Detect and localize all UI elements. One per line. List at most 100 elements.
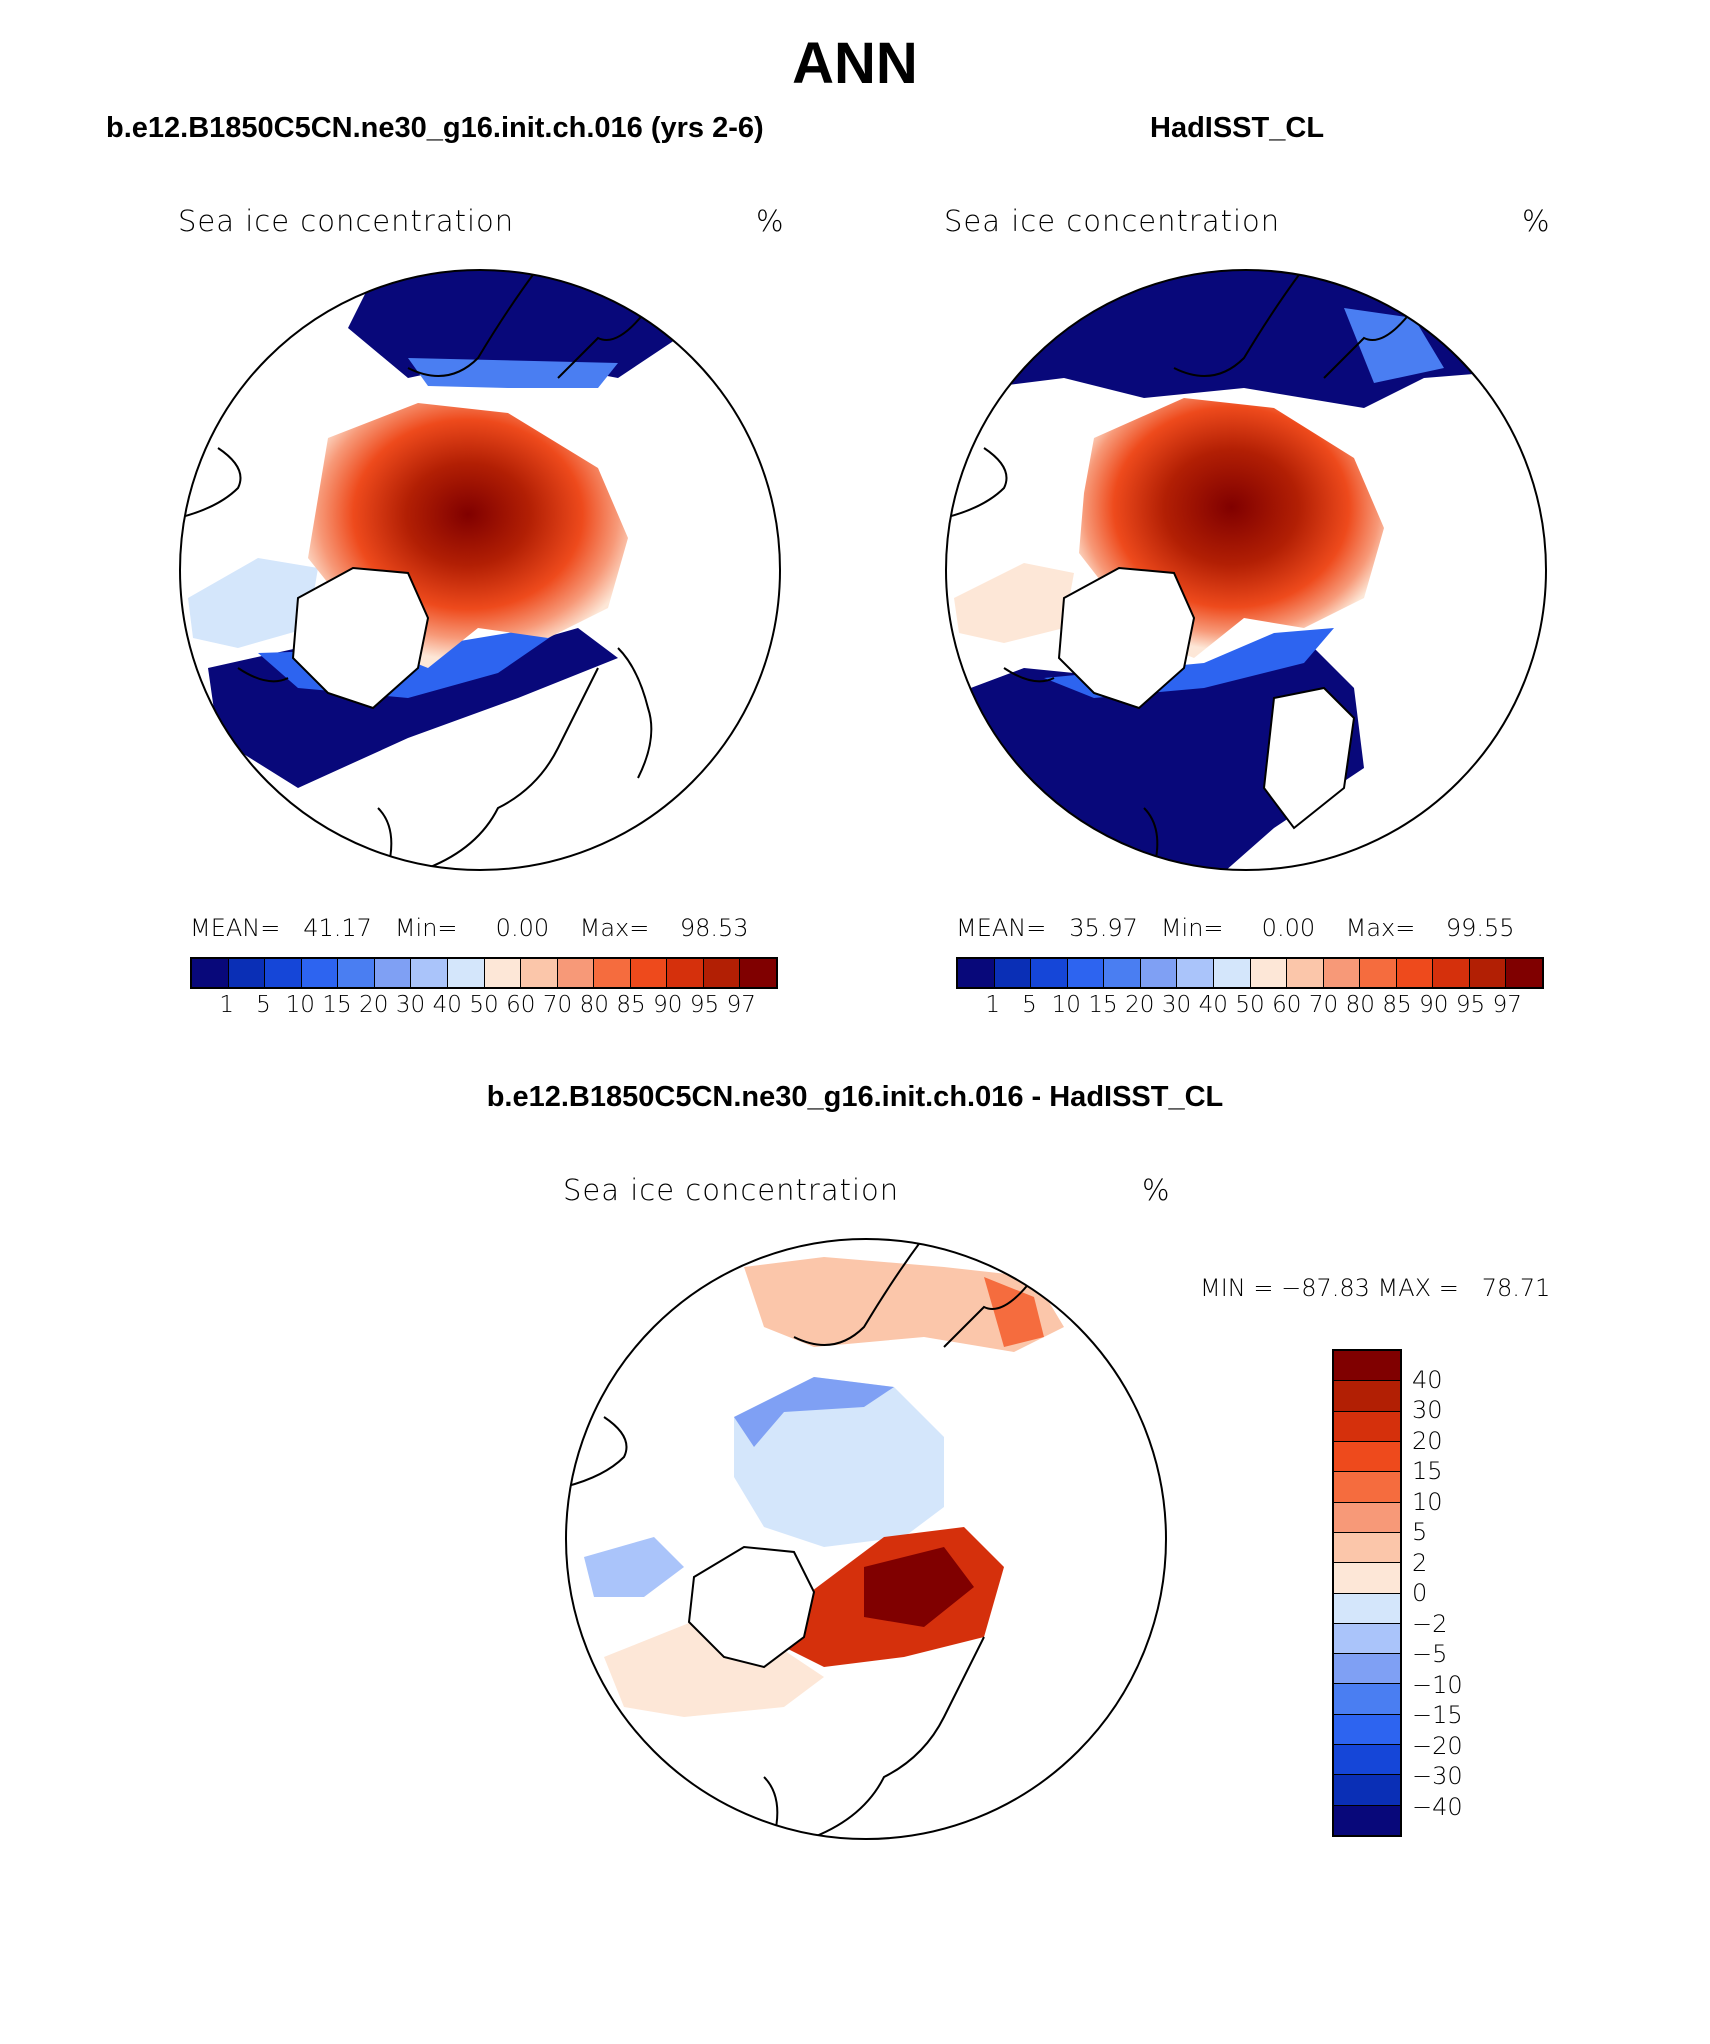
diff-colorbar-tick-label: −5 <box>1412 1640 1448 1668</box>
colorbar-swatch <box>447 959 485 987</box>
colorbar-tick-label: 90 <box>653 992 683 1018</box>
colorbar-swatch <box>374 959 412 987</box>
panel3-title: b.e12.B1850C5CN.ne30_g16.init.ch.016 - H… <box>486 1081 1224 1113</box>
diff-colorbar-swatch <box>1334 1381 1400 1412</box>
colorbar-swatch <box>1469 959 1507 987</box>
diff-colorbar-swatch <box>1334 1502 1400 1533</box>
colorbar-tick-label: 1 <box>985 992 1001 1018</box>
diff-colorbar-tick-label: 40 <box>1412 1365 1443 1394</box>
diff-colorbar-tick-label: −40 <box>1412 1792 1463 1821</box>
colorbar-swatch <box>1396 959 1434 987</box>
diff-colorbar-swatch <box>1334 1745 1400 1776</box>
diff-colorbar-tick-label: 5 <box>1412 1518 1428 1546</box>
diff-colorbar-tick-label: 15 <box>1412 1457 1443 1485</box>
panel3-map <box>565 1238 1167 1840</box>
diff-colorbar-tick-label: 10 <box>1412 1487 1443 1516</box>
diff-colorbar-tick-label: −20 <box>1412 1731 1463 1760</box>
panel3-colorbar <box>1332 1349 1402 1837</box>
panel2-title: HadISST_CL <box>1150 112 1325 144</box>
colorbar-tick-label: 40 <box>432 992 462 1018</box>
colorbar-tick-label: 85 <box>1382 992 1412 1018</box>
colorbar-swatch <box>1433 959 1470 987</box>
colorbar-tick-label: 95 <box>689 992 720 1018</box>
panel1-bering-ice <box>348 270 678 378</box>
colorbar-swatch <box>1506 959 1542 987</box>
colorbar-swatch <box>1323 959 1361 987</box>
colorbar-swatch <box>1177 959 1214 987</box>
colorbar-swatch <box>667 959 704 987</box>
panel2-colorbar-labels: 1 5 10 15 20 30 40 50 60 70 80 85 90 95 97 <box>956 992 1544 1022</box>
panel3-hudson-anomaly <box>584 1537 684 1597</box>
diff-colorbar-swatch <box>1334 1623 1400 1655</box>
panel1-colorbar-labels: 1 5 10 15 20 30 40 50 60 70 80 85 90 95 97 <box>190 992 778 1022</box>
diff-colorbar-swatch <box>1334 1805 1400 1835</box>
colorbar-swatch <box>228 959 266 987</box>
colorbar-swatch <box>1250 959 1288 987</box>
colorbar-tick-label: 15 <box>1088 992 1118 1018</box>
diff-colorbar-swatch <box>1334 1684 1400 1715</box>
panel1-map <box>179 269 781 871</box>
panel3-greenland <box>687 1545 816 1669</box>
panel3-arctic-anomaly <box>734 1377 944 1547</box>
colorbar-tick-label: 10 <box>1051 992 1081 1018</box>
diff-colorbar-tick-label: −15 <box>1412 1701 1463 1729</box>
colorbar-tick-label: 5 <box>1022 992 1037 1018</box>
panel2-units: % <box>1522 204 1551 238</box>
colorbar-tick-label: 80 <box>579 992 609 1018</box>
diff-colorbar-tick-label: 30 <box>1412 1396 1443 1424</box>
panel1-units: % <box>756 204 785 238</box>
diff-colorbar-tick-label: 2 <box>1412 1548 1428 1577</box>
colorbar-tick-label: 60 <box>506 992 536 1018</box>
panel2-map <box>945 269 1547 871</box>
colorbar-tick-label: 60 <box>1272 992 1302 1018</box>
panel2-colorbar <box>956 957 1544 989</box>
colorbar-tick-label: 20 <box>1125 992 1155 1018</box>
colorbar-swatch <box>1031 959 1068 987</box>
panel3-colorbar-labels: 40 30 20 15 10 5 2 0 −2 −5 −10 −15 −20 −30 −40 <box>1412 1349 1512 1837</box>
colorbar-tick-label: 80 <box>1345 992 1375 1018</box>
colorbar-swatch <box>958 959 995 987</box>
diff-colorbar-swatch <box>1334 1563 1400 1594</box>
colorbar-swatch <box>1104 959 1141 987</box>
colorbar-swatch <box>1287 959 1324 987</box>
colorbar-tick-label: 15 <box>322 992 352 1018</box>
colorbar-tick-label: 50 <box>1235 992 1265 1018</box>
colorbar-tick-label: 85 <box>616 992 646 1018</box>
panel1-greenland <box>291 566 430 710</box>
colorbar-tick-label: 30 <box>1161 992 1192 1018</box>
colorbar-tick-label: 50 <box>469 992 499 1018</box>
colorbar-tick-label: 40 <box>1198 992 1228 1018</box>
panel1-variable: Sea ice concentration <box>178 204 515 238</box>
panel2-stats: MEAN= 35.97 Min= 0.00 Max= 99.55 <box>956 914 1515 942</box>
colorbar-swatch <box>301 959 339 987</box>
diff-colorbar-tick-label: 20 <box>1412 1426 1443 1455</box>
colorbar-swatch <box>703 959 741 987</box>
colorbar-swatch <box>521 959 558 987</box>
panel1-colorbar <box>190 957 778 989</box>
panel2-variable: Sea ice concentration <box>944 204 1281 238</box>
panel2-scandinavia <box>1262 686 1356 830</box>
colorbar-swatch <box>630 959 668 987</box>
panel3-units: % <box>1142 1173 1171 1207</box>
colorbar-swatch <box>740 959 776 987</box>
colorbar-tick-label: 90 <box>1419 992 1449 1018</box>
colorbar-tick-label: 30 <box>395 992 426 1018</box>
diff-colorbar-swatch <box>1334 1472 1400 1503</box>
diff-colorbar-swatch <box>1334 1654 1400 1685</box>
colorbar-swatch <box>994 959 1032 987</box>
diff-colorbar-tick-label: −2 <box>1412 1609 1448 1638</box>
colorbar-swatch <box>484 959 522 987</box>
diff-colorbar-tick-label: −10 <box>1412 1670 1463 1699</box>
diff-colorbar-tick-label: −30 <box>1412 1762 1463 1790</box>
diff-colorbar-swatch <box>1334 1441 1400 1473</box>
panel3-variable: Sea ice concentration <box>563 1173 900 1207</box>
colorbar-tick-label: 10 <box>285 992 315 1018</box>
colorbar-swatch <box>1360 959 1397 987</box>
diff-colorbar-swatch <box>1334 1593 1400 1624</box>
panel3-pacific-anomaly <box>744 1257 1064 1352</box>
colorbar-tick-label: 1 <box>219 992 235 1018</box>
figure-title: ANN <box>792 31 918 96</box>
panel1-stats: MEAN= 41.17 Min= 0.00 Max= 98.53 <box>190 914 749 942</box>
colorbar-tick-label: 5 <box>256 992 271 1018</box>
panel1-hudson-ice <box>188 558 318 648</box>
